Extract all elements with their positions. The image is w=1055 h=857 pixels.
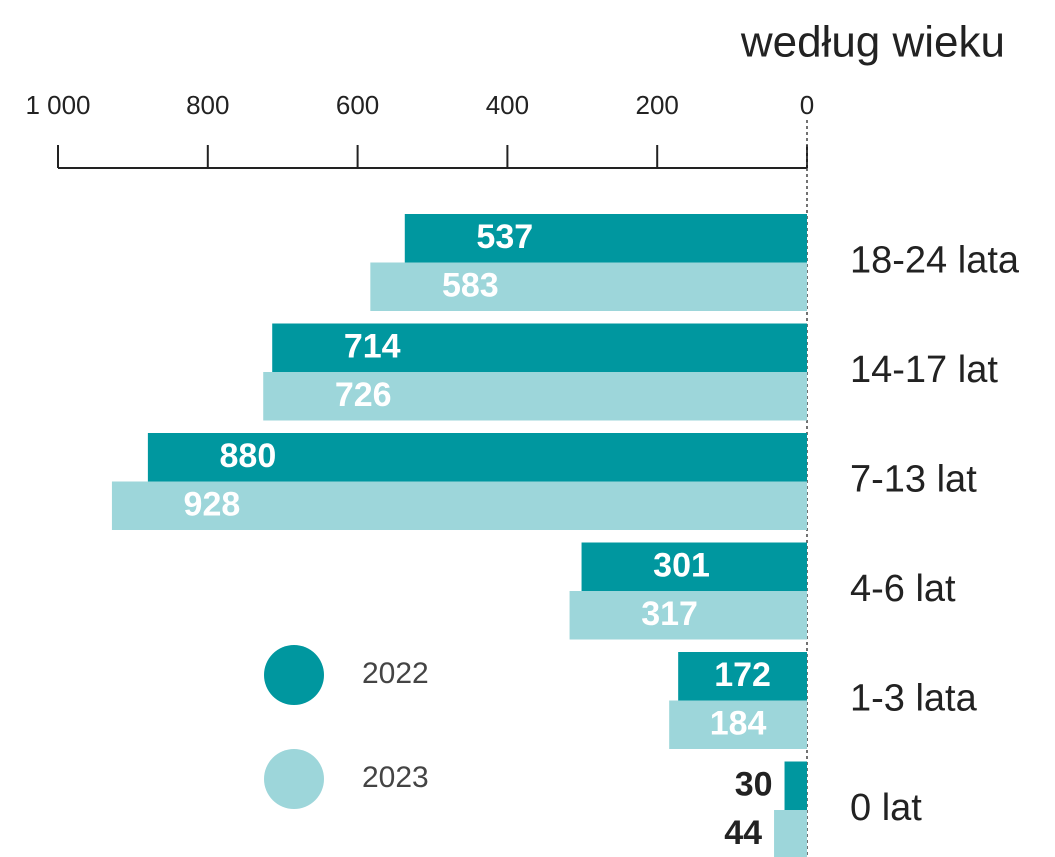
value-label: 714 [344,328,401,366]
value-label: 172 [714,656,771,694]
category-label: 0 lat [850,787,922,829]
value-label: 30 [735,766,773,804]
legend-swatch [264,645,324,705]
value-label: 928 [184,486,241,524]
legend-swatch [264,749,324,809]
chart-title: według wieku [740,18,1005,67]
bar [569,591,807,640]
x-tick-label: 1 000 [25,90,90,120]
bar [581,542,807,591]
category-label: 7-13 lat [850,459,977,501]
bar [774,810,807,857]
category-label: 1-3 lata [850,678,978,720]
bar [784,761,807,810]
x-tick-label: 200 [636,90,679,120]
value-label: 184 [710,705,767,743]
value-label: 726 [335,376,392,414]
value-label: 301 [653,547,710,585]
category-label: 14-17 lat [850,349,998,391]
value-label: 537 [476,218,533,256]
x-tick-label: 400 [486,90,529,120]
value-label: 317 [641,595,698,633]
legend-label: 2022 [362,657,429,690]
category-label: 4-6 lat [850,568,956,610]
bar [272,323,807,372]
value-label: 44 [724,814,762,852]
bar [263,372,807,421]
x-tick-label: 800 [186,90,229,120]
bar [147,433,807,482]
legend-label: 2023 [362,761,429,794]
bar [404,214,807,263]
category-label: 18-24 lata [850,240,1020,282]
bar [678,652,807,701]
bar [370,262,807,311]
bar [669,700,807,749]
x-tick-label: 600 [336,90,379,120]
x-tick-label: 0 [800,90,814,120]
bar [111,481,808,530]
value-label: 583 [442,267,499,305]
value-label: 880 [220,437,277,475]
